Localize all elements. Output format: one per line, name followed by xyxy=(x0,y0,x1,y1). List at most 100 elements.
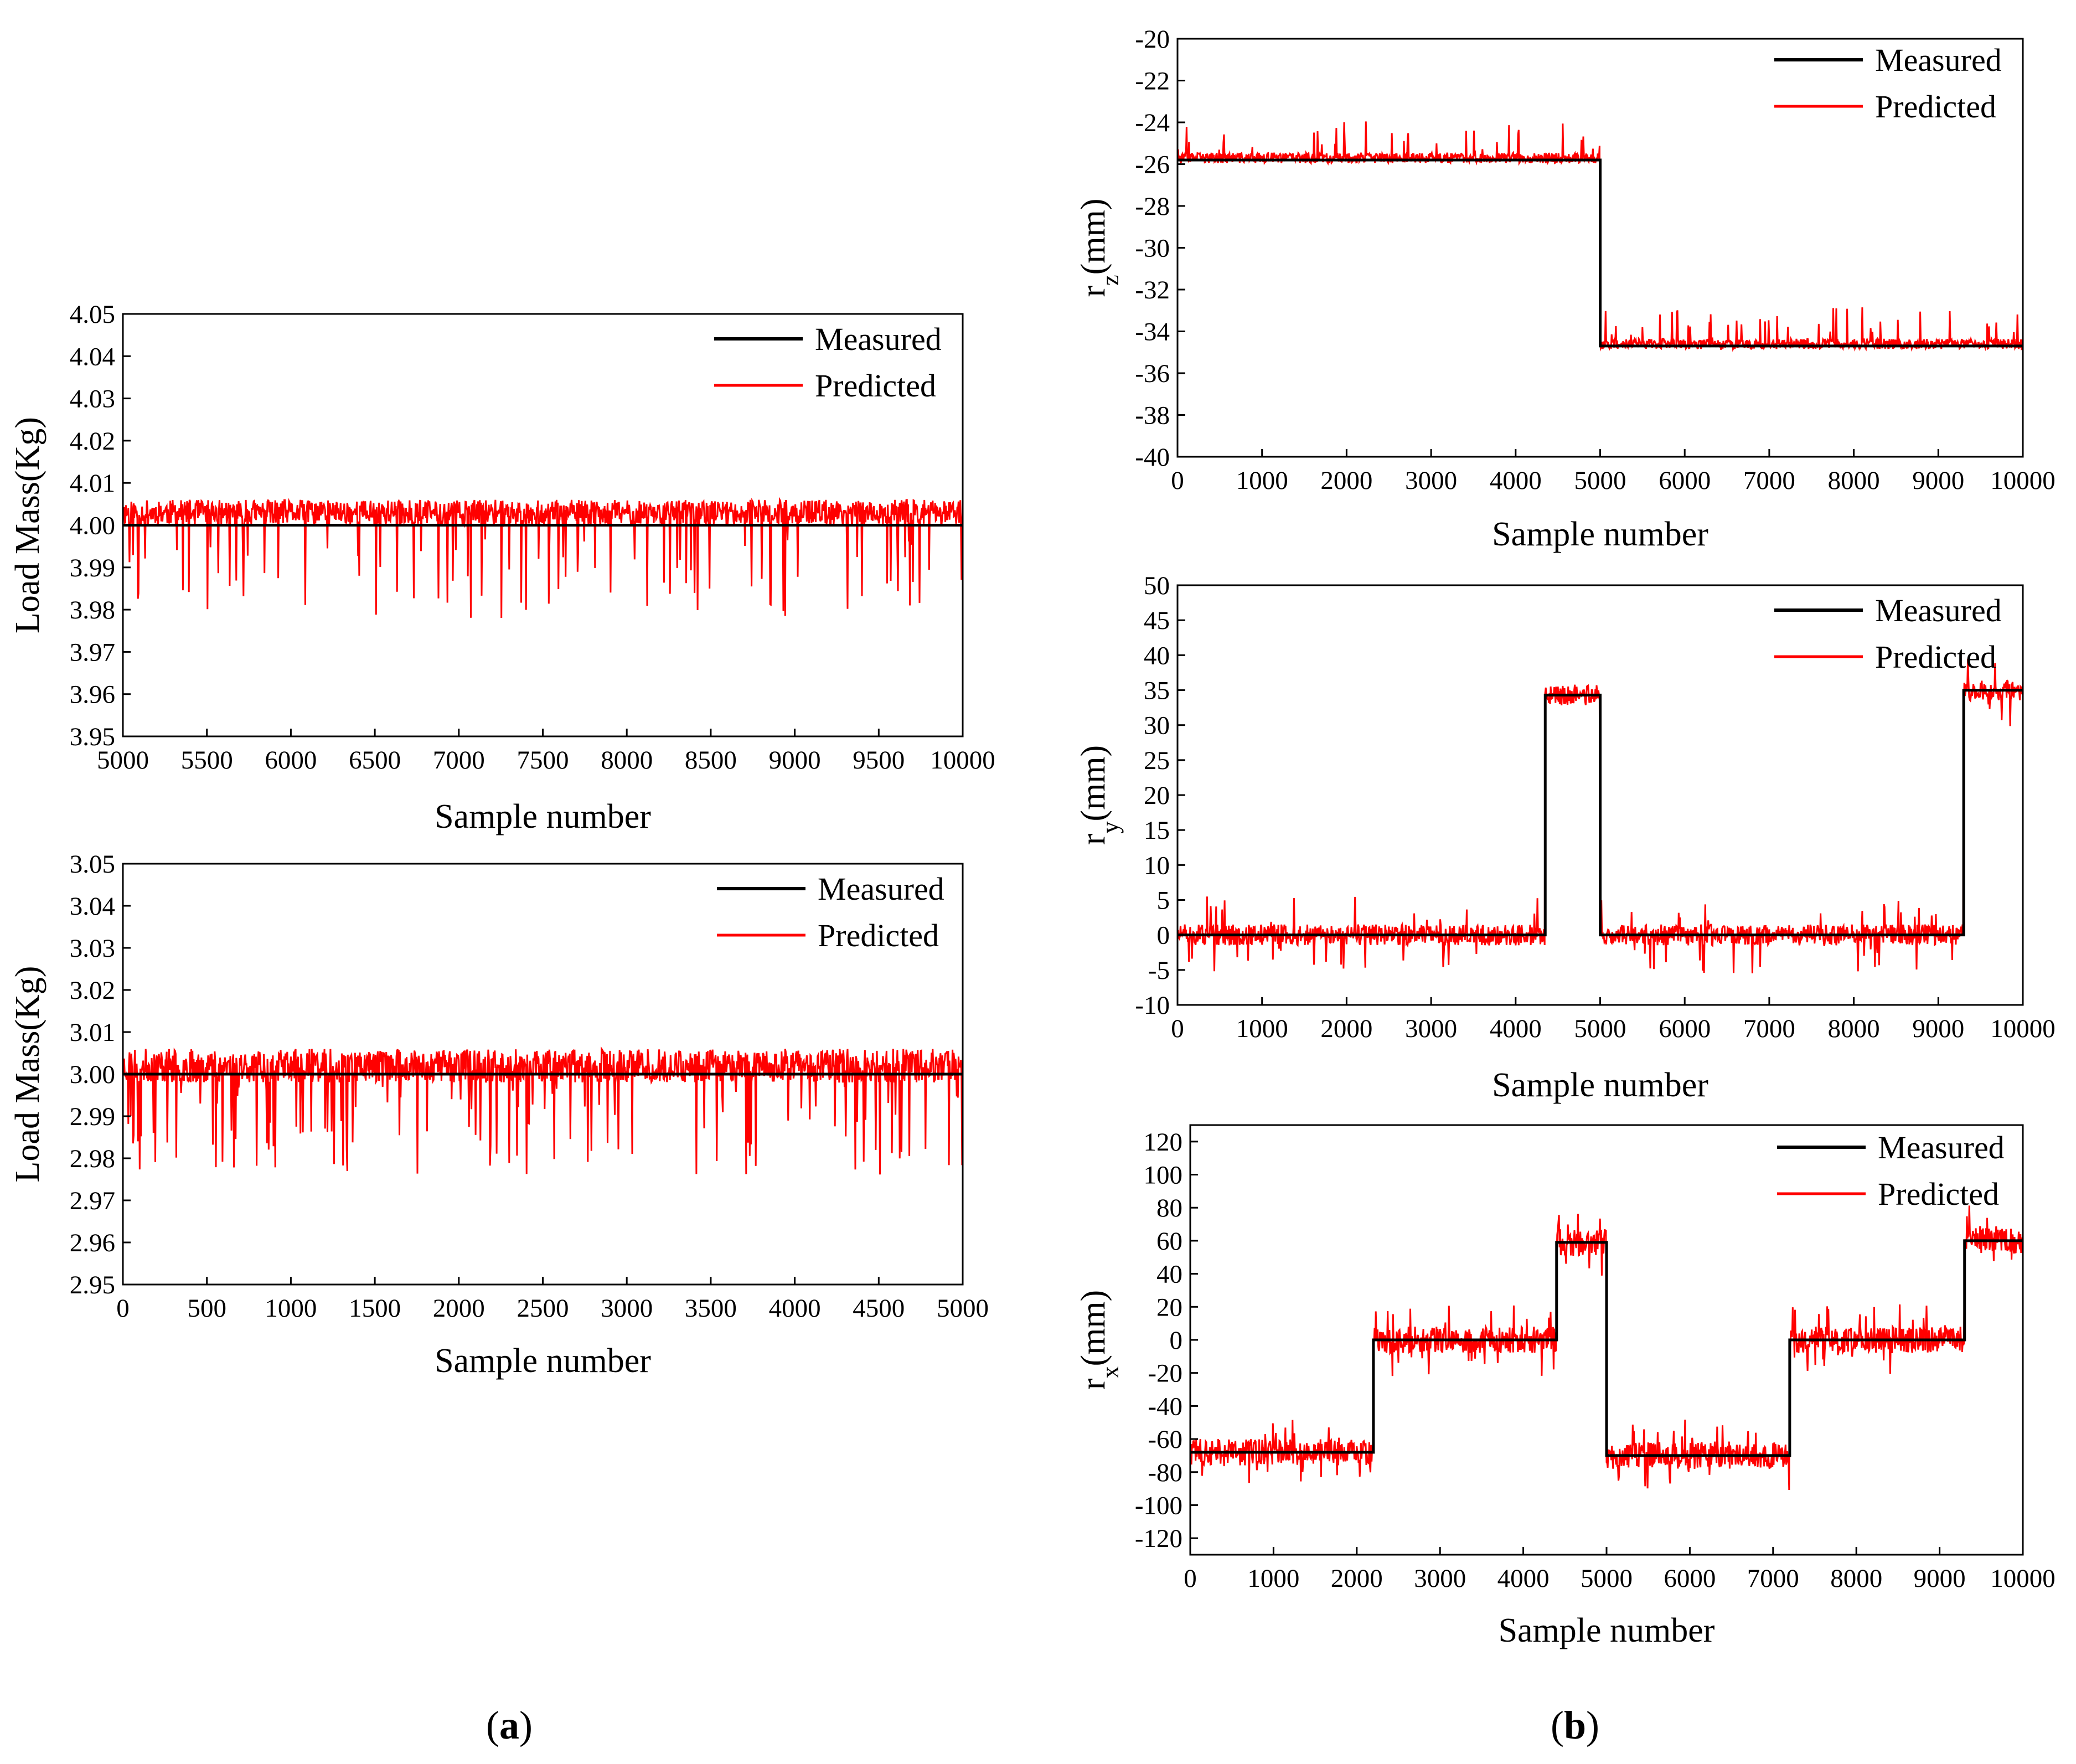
x-tick-label: 8000 xyxy=(601,746,653,775)
y-tick-label: -40 xyxy=(1135,443,1170,472)
x-axis-label: Sample number xyxy=(1499,1612,1715,1649)
x-tick-label: 4500 xyxy=(853,1294,905,1323)
x-tick-label: 1500 xyxy=(349,1294,401,1323)
x-axis-label: Sample number xyxy=(1492,515,1708,553)
y-tick-label: -5 xyxy=(1148,956,1170,985)
y-tick-label: 80 xyxy=(1156,1194,1182,1223)
y-tick-label: 0 xyxy=(1157,921,1170,950)
x-tick-label: 0 xyxy=(1184,1564,1197,1593)
y-tick-label: 4.02 xyxy=(70,427,115,456)
x-tick-label: 0 xyxy=(1171,466,1184,495)
measured-series-line xyxy=(1178,689,2023,937)
y-tick-label: 10 xyxy=(1144,851,1170,880)
x-tick-label: 9500 xyxy=(853,746,905,775)
y-tick-label: -22 xyxy=(1135,67,1170,96)
x-tick-label: 7000 xyxy=(1743,466,1795,495)
x-tick-label: 10000 xyxy=(1990,466,2056,495)
y-tick-label: -28 xyxy=(1135,192,1170,221)
legend-label-predicted: Predicted xyxy=(1875,639,1996,675)
x-tick-label: 1000 xyxy=(1236,466,1288,495)
y-tick-label: 45 xyxy=(1144,606,1170,635)
y-tick-label: -100 xyxy=(1135,1491,1182,1520)
x-tick-label: 2000 xyxy=(1320,466,1372,495)
y-tick-label: -38 xyxy=(1135,401,1170,430)
y-tick-label: 2.98 xyxy=(70,1144,115,1173)
x-tick-label: 9000 xyxy=(769,746,821,775)
x-tick-label: 7000 xyxy=(1747,1564,1799,1593)
y-tick-label: 3.01 xyxy=(70,1018,115,1047)
x-tick-label: 1000 xyxy=(1247,1564,1299,1593)
chart-rx: 0 1000 2000 3000 4000 5000 6000 7000 8000 9000 100… xyxy=(1075,1124,2056,1649)
legend-label-measured: Measured xyxy=(1875,592,2002,628)
y-tick-label: 2.99 xyxy=(70,1102,115,1131)
x-tick-label: 3000 xyxy=(1414,1564,1466,1593)
y-tick-label: 20 xyxy=(1156,1293,1182,1322)
x-tick-label: 4000 xyxy=(1490,466,1542,495)
y-tick-label: -80 xyxy=(1148,1458,1182,1487)
y-tick-label: 4.04 xyxy=(70,342,115,371)
y-tick-label: -34 xyxy=(1135,318,1170,347)
y-tick-label: 30 xyxy=(1144,711,1170,740)
y-tick-label: 2.96 xyxy=(70,1229,115,1257)
x-tick-label: 6500 xyxy=(349,746,401,775)
x-tick-label: 3000 xyxy=(1405,466,1457,495)
y-tick-label: -20 xyxy=(1135,25,1170,54)
x-axis-label: Sample number xyxy=(1492,1066,1708,1104)
x-tick-label: 5000 xyxy=(97,746,149,775)
y-tick-label: 4.01 xyxy=(70,469,115,498)
x-tick-label: 10000 xyxy=(1990,1564,2056,1593)
y-tick-label: -60 xyxy=(1148,1425,1182,1454)
x-tick-label: 6000 xyxy=(1659,466,1711,495)
x-tick-label: 2000 xyxy=(1320,1014,1372,1043)
y-tick-label: -40 xyxy=(1148,1392,1182,1421)
y-tick-label: 120 xyxy=(1144,1128,1183,1157)
x-tick-label: 3000 xyxy=(601,1294,653,1323)
x-tick-label: 7500 xyxy=(517,746,569,775)
y-tick-label: 3.97 xyxy=(70,638,115,667)
chart-ry: 0 1000 2000 3000 4000 5000 6000 7000 8000 9000 100… xyxy=(1075,571,2056,1104)
x-tick-label: 7000 xyxy=(1743,1014,1795,1043)
x-tick-label: 0 xyxy=(116,1294,130,1323)
measured-series-line xyxy=(1190,1239,2023,1457)
y-tick-label: 100 xyxy=(1144,1161,1183,1190)
y-tick-label: 3.98 xyxy=(70,596,115,625)
y-tick-label: 3.04 xyxy=(70,892,115,921)
x-axis-label: Sample number xyxy=(435,798,651,835)
panel-label-a: (a) xyxy=(486,1703,533,1747)
x-tick-label: 5000 xyxy=(1581,1564,1633,1593)
y-tick-label: 5 xyxy=(1157,886,1170,915)
x-tick-label: 7000 xyxy=(433,746,485,775)
y-tick-label: 60 xyxy=(1156,1227,1182,1256)
y-axis-label: Load Mass(Kg) xyxy=(9,417,47,633)
x-tick-label: 8000 xyxy=(1828,466,1880,495)
x-tick-label: 2000 xyxy=(433,1294,485,1323)
y-tick-label: 2.97 xyxy=(70,1187,115,1215)
x-tick-label: 5000 xyxy=(1574,1014,1626,1043)
x-tick-label: 4000 xyxy=(769,1294,821,1323)
x-tick-label: 10000 xyxy=(1990,1014,2056,1043)
y-tick-label: 40 xyxy=(1144,641,1170,670)
chart-load-mass-lower: 0 500 1000 1500 2000 2500 3000 3500 4000 4500 5000… xyxy=(9,850,989,1380)
x-tick-label: 8000 xyxy=(1828,1014,1880,1043)
x-tick-label: 8000 xyxy=(1830,1564,1882,1593)
x-tick-label: 3500 xyxy=(685,1294,737,1323)
legend-label-measured: Measured xyxy=(1878,1129,2005,1165)
x-tick-label: 5000 xyxy=(937,1294,989,1323)
y-axis-label: rz(mm) xyxy=(1075,199,1124,297)
chart-rz: 0 1000 2000 3000 4000 5000 6000 7000 8000 9000 100… xyxy=(1075,25,2056,553)
legend-label-predicted: Predicted xyxy=(1875,89,1996,125)
y-axis-label: ry(mm) xyxy=(1075,745,1124,845)
y-tick-label: 3.99 xyxy=(70,554,115,582)
legend-label-measured: Measured xyxy=(1875,42,2002,78)
x-tick-label: 1000 xyxy=(1236,1014,1288,1043)
y-tick-label: -26 xyxy=(1135,151,1170,179)
y-tick-label: 3.95 xyxy=(70,723,115,751)
y-tick-label: 50 xyxy=(1144,571,1170,600)
y-tick-label: -32 xyxy=(1135,276,1170,305)
y-tick-label: 3.05 xyxy=(70,850,115,879)
x-tick-label: 5500 xyxy=(181,746,233,775)
x-tick-label: 6000 xyxy=(1664,1564,1716,1593)
x-tick-label: 10000 xyxy=(930,746,995,775)
x-tick-label: 500 xyxy=(187,1294,226,1323)
